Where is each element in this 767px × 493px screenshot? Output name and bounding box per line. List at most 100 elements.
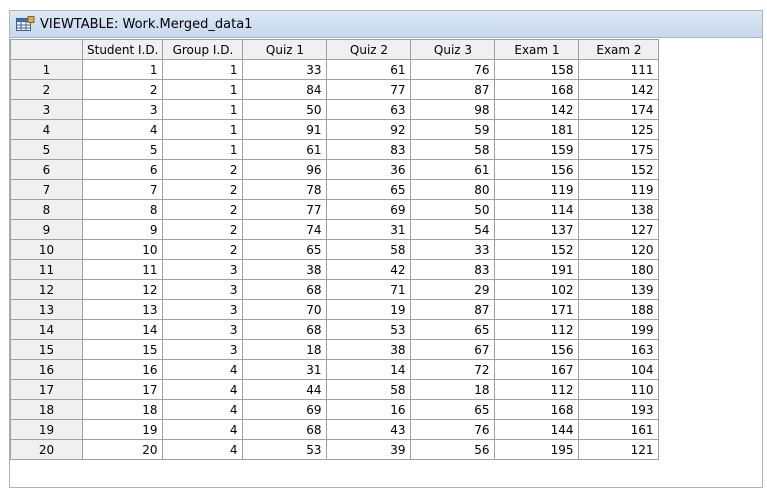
table-cell[interactable]: 33 bbox=[242, 59, 328, 80]
table-cell[interactable]: 17 bbox=[81, 379, 164, 400]
row-number[interactable]: 6 bbox=[10, 159, 83, 180]
row-number[interactable]: 3 bbox=[10, 99, 83, 120]
table-cell[interactable]: 3 bbox=[162, 339, 244, 360]
table-cell[interactable]: 77 bbox=[242, 199, 328, 220]
table-row[interactable]: 5 5 1 61 83 58 159 175 bbox=[10, 139, 660, 160]
table-cell[interactable]: 92 bbox=[326, 119, 412, 140]
table-cell[interactable]: 50 bbox=[410, 199, 496, 220]
table-cell[interactable]: 2 bbox=[162, 239, 244, 260]
table-cell[interactable]: 1 bbox=[162, 99, 244, 120]
row-number[interactable]: 2 bbox=[10, 79, 83, 100]
row-number[interactable]: 19 bbox=[10, 419, 83, 440]
column-header[interactable]: Quiz 3 bbox=[410, 39, 496, 60]
table-cell[interactable]: 39 bbox=[326, 439, 412, 460]
table-cell[interactable]: 69 bbox=[326, 199, 412, 220]
row-number[interactable]: 12 bbox=[10, 279, 83, 300]
table-cell[interactable]: 87 bbox=[410, 79, 496, 100]
table-cell[interactable]: 65 bbox=[326, 179, 412, 200]
table-cell[interactable]: 168 bbox=[494, 79, 580, 100]
table-cell[interactable]: 31 bbox=[326, 219, 412, 240]
row-number[interactable]: 20 bbox=[10, 439, 83, 460]
table-cell[interactable]: 102 bbox=[494, 279, 580, 300]
table-cell[interactable]: 43 bbox=[326, 419, 412, 440]
column-header[interactable]: Quiz 2 bbox=[326, 39, 412, 60]
table-cell[interactable]: 63 bbox=[326, 99, 412, 120]
table-cell[interactable]: 175 bbox=[578, 139, 660, 160]
table-cell[interactable]: 125 bbox=[578, 119, 660, 140]
table-cell[interactable]: 144 bbox=[494, 419, 580, 440]
table-cell[interactable]: 120 bbox=[578, 239, 660, 260]
table-cell[interactable]: 191 bbox=[494, 259, 580, 280]
table-cell[interactable]: 142 bbox=[494, 99, 580, 120]
table-cell[interactable]: 168 bbox=[494, 399, 580, 420]
table-cell[interactable]: 2 bbox=[81, 79, 164, 100]
table-cell[interactable]: 80 bbox=[410, 179, 496, 200]
table-cell[interactable]: 152 bbox=[578, 159, 660, 180]
table-row[interactable]: 15 15 3 18 38 67 156 163 bbox=[10, 339, 660, 360]
table-cell[interactable]: 111 bbox=[578, 59, 660, 80]
table-cell[interactable]: 91 bbox=[242, 119, 328, 140]
title-bar[interactable]: VIEWTABLE: Work.Merged_data1 bbox=[10, 11, 762, 38]
row-number[interactable]: 15 bbox=[10, 339, 83, 360]
table-cell[interactable]: 96 bbox=[242, 159, 328, 180]
table-cell[interactable]: 1 bbox=[162, 59, 244, 80]
table-cell[interactable]: 174 bbox=[578, 99, 660, 120]
table-cell[interactable]: 18 bbox=[242, 339, 328, 360]
table-cell[interactable]: 4 bbox=[81, 119, 164, 140]
table-row[interactable]: 12 12 3 68 71 29 102 139 bbox=[10, 279, 660, 300]
table-cell[interactable]: 193 bbox=[578, 399, 660, 420]
table-cell[interactable]: 54 bbox=[410, 219, 496, 240]
table-cell[interactable]: 195 bbox=[494, 439, 580, 460]
table-cell[interactable]: 1 bbox=[162, 79, 244, 100]
table-cell[interactable]: 2 bbox=[162, 219, 244, 240]
table-cell[interactable]: 137 bbox=[494, 219, 580, 240]
table-cell[interactable]: 53 bbox=[326, 319, 412, 340]
column-header[interactable]: Student I.D. bbox=[81, 39, 164, 60]
table-cell[interactable]: 67 bbox=[410, 339, 496, 360]
table-cell[interactable]: 5 bbox=[81, 139, 164, 160]
table-cell[interactable]: 121 bbox=[578, 439, 660, 460]
table-cell[interactable]: 65 bbox=[242, 239, 328, 260]
table-cell[interactable]: 180 bbox=[578, 259, 660, 280]
table-cell[interactable]: 119 bbox=[494, 179, 580, 200]
row-number[interactable]: 5 bbox=[10, 139, 83, 160]
table-row[interactable]: 4 4 1 91 92 59 181 125 bbox=[10, 119, 660, 140]
table-cell[interactable]: 72 bbox=[410, 359, 496, 380]
row-number[interactable]: 16 bbox=[10, 359, 83, 380]
table-cell[interactable]: 71 bbox=[326, 279, 412, 300]
table-cell[interactable]: 65 bbox=[410, 399, 496, 420]
row-number-header[interactable] bbox=[10, 39, 83, 60]
table-cell[interactable]: 84 bbox=[242, 79, 328, 100]
table-row[interactable]: 16 16 4 31 14 72 167 104 bbox=[10, 359, 660, 380]
table-cell[interactable]: 119 bbox=[578, 179, 660, 200]
row-number[interactable]: 10 bbox=[10, 239, 83, 260]
table-cell[interactable]: 14 bbox=[326, 359, 412, 380]
table-cell[interactable]: 15 bbox=[81, 339, 164, 360]
row-number[interactable]: 1 bbox=[10, 59, 83, 80]
table-cell[interactable]: 159 bbox=[494, 139, 580, 160]
table-cell[interactable]: 161 bbox=[578, 419, 660, 440]
row-number[interactable]: 11 bbox=[10, 259, 83, 280]
table-cell[interactable]: 10 bbox=[81, 239, 164, 260]
table-cell[interactable]: 139 bbox=[578, 279, 660, 300]
table-cell[interactable]: 1 bbox=[162, 139, 244, 160]
table-cell[interactable]: 152 bbox=[494, 239, 580, 260]
table-cell[interactable]: 138 bbox=[578, 199, 660, 220]
row-number[interactable]: 14 bbox=[10, 319, 83, 340]
table-cell[interactable]: 19 bbox=[81, 419, 164, 440]
table-cell[interactable]: 3 bbox=[162, 259, 244, 280]
table-cell[interactable]: 13 bbox=[81, 299, 164, 320]
table-cell[interactable]: 98 bbox=[410, 99, 496, 120]
table-cell[interactable]: 181 bbox=[494, 119, 580, 140]
table-cell[interactable]: 53 bbox=[242, 439, 328, 460]
table-cell[interactable]: 188 bbox=[578, 299, 660, 320]
table-cell[interactable]: 69 bbox=[242, 399, 328, 420]
table-cell[interactable]: 16 bbox=[326, 399, 412, 420]
row-number[interactable]: 4 bbox=[10, 119, 83, 140]
table-row[interactable]: 14 14 3 68 53 65 112 199 bbox=[10, 319, 660, 340]
table-cell[interactable]: 38 bbox=[326, 339, 412, 360]
table-cell[interactable]: 68 bbox=[242, 279, 328, 300]
table-cell[interactable]: 110 bbox=[578, 379, 660, 400]
table-cell[interactable]: 18 bbox=[81, 399, 164, 420]
table-cell[interactable]: 87 bbox=[410, 299, 496, 320]
